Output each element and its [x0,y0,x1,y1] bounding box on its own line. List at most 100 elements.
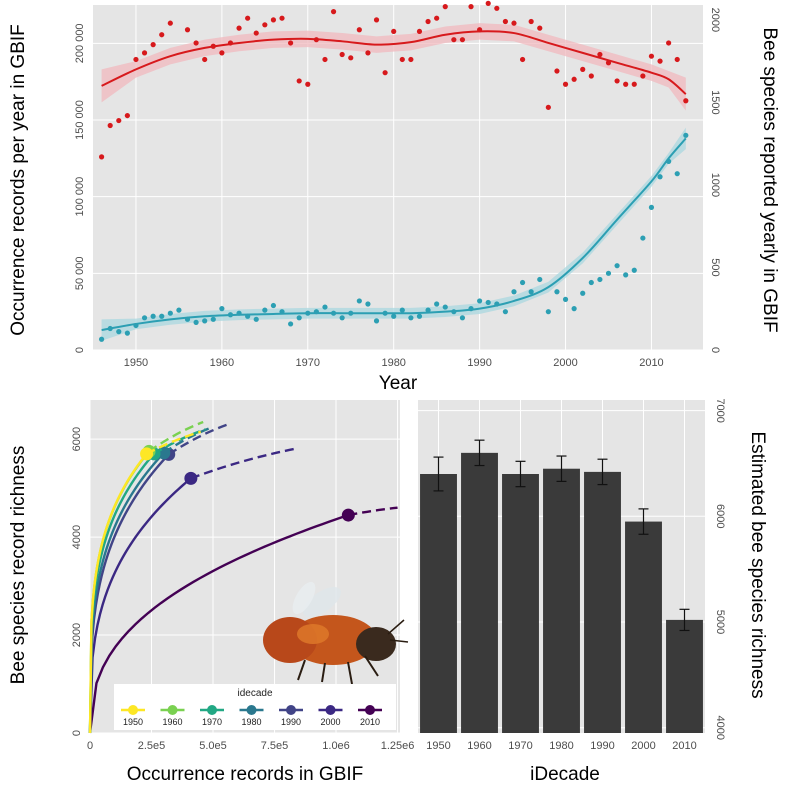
records-point [683,132,689,138]
records-point [416,313,423,319]
species-point [666,40,672,46]
records-point [210,316,216,322]
legend-swatch-dot [286,705,296,715]
species-point [519,56,526,63]
records-point [193,319,199,325]
x-tick-label: 2010 [639,357,663,369]
rarefaction-y-axis-title: Bee species record richness [8,446,29,685]
species-point [202,56,208,63]
x-tick-label: 5.0e5 [199,740,227,752]
top-y-axis-title: Occurrence records per year in GBIF [8,24,29,336]
y2-tick-label: 2000 [709,8,721,32]
records-point [519,279,526,286]
x-tick-label: 1990 [467,357,491,369]
records-point [562,296,569,302]
records-point [554,289,560,295]
species-point [288,40,294,46]
species-point [416,28,423,35]
y2-tick-label: 1000 [709,173,721,197]
species-point [184,27,191,33]
species-point [683,98,689,104]
x-tick-label: 2000 [553,357,577,369]
records-point [159,313,165,319]
records-point [141,315,148,321]
species-point [554,68,560,74]
x-tick-label: 1960 [467,740,491,752]
legend-label: 1960 [162,717,182,727]
species-point [107,122,113,129]
legend-label: 2010 [360,717,380,727]
bar-2000 [625,521,662,733]
sample-point-2010 [341,508,355,522]
species-point [391,28,397,35]
top-y-tick-labels: 0 50 000 100 000 150 000 200 000 [74,23,86,353]
records-point [425,307,431,313]
species-point [245,15,251,21]
richness-y-tick-labels: 4000 5000 6000 7000 [714,398,726,740]
records-point [339,315,345,321]
rarefaction-x-tick-labels: 0 2.5e5 5.0e5 7.5e5 1.0e6 1.25e6 [87,740,414,752]
x-tick-label: 0 [87,740,93,752]
species-point [571,76,577,82]
x-tick-label: 1990 [590,740,614,752]
top-grid [93,5,703,351]
records-point [459,315,466,321]
records-point [124,330,130,336]
species-point [124,112,130,119]
records-point [648,204,655,210]
top-x-axis-title: Year [379,373,418,394]
species-point [580,66,586,72]
rarefaction-y-tick-labels: 0 2000 4000 6000 [71,427,83,736]
species-point [262,22,268,28]
y-tick-label: 0 [74,347,86,353]
records-point [219,306,225,312]
species-point [305,81,311,87]
records-point [365,301,371,307]
richness-bars [420,439,703,733]
species-point [253,30,259,36]
species-point [408,56,414,63]
top-panel: 1950 1960 1970 1980 1990 2000 2010 0 50 000 100 … [8,0,780,394]
species-point [133,56,139,63]
x-tick-label: 1980 [381,357,405,369]
species-point [296,78,302,84]
x-tick-label: 1970 [508,740,532,752]
rarefaction-curve-1970 [88,453,155,734]
richness-y-axis-title: Estimated bee species richness [747,431,768,698]
species-point [425,18,431,25]
species-point [382,70,388,76]
records-point [477,298,483,304]
records-point [408,315,414,321]
species-point [528,18,534,25]
species-point [588,73,594,79]
richness-panel: 1950 1960 1970 1980 1990 2000 2010 4000 5000 600… [418,398,768,785]
records-point [98,336,105,342]
species-point [98,154,105,160]
y-tick-label: 4000 [71,525,83,549]
records-point [502,309,508,315]
species-point [442,4,448,10]
records-point [262,307,268,313]
species-point [356,27,362,33]
sample-point-2000 [184,471,198,485]
y-tick-label: 6000 [71,427,83,451]
x-tick-label: 1980 [549,740,573,752]
records-point [176,307,182,313]
species-point [648,53,655,59]
records-point [356,298,362,304]
records-point [485,299,491,306]
richness-x-axis-title: iDecade [530,764,600,785]
bar-1950 [420,474,457,733]
species-point [597,51,603,58]
species-point [339,51,345,58]
y-tick-label: 150 000 [74,100,86,140]
top-x-tick-labels: 1950 1960 1970 1980 1990 2000 2010 [124,357,664,369]
species-point [116,117,122,124]
records-point [545,309,551,315]
species-point [322,56,328,63]
bar-1980 [543,468,580,733]
records-point [657,174,663,180]
species-point [537,25,543,31]
species-trend-line [101,30,687,95]
species-point [399,56,405,63]
